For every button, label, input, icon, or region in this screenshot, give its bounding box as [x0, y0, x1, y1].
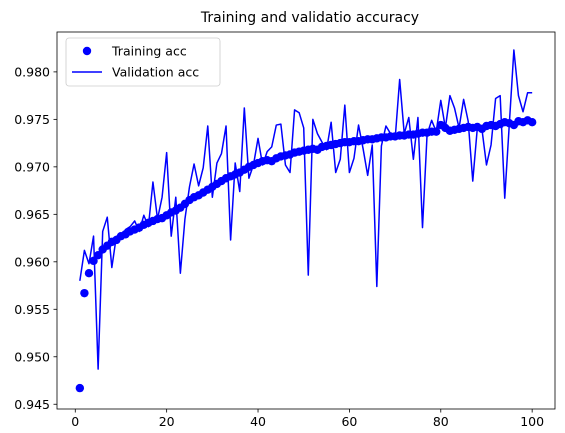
legend-label: Validation acc: [112, 65, 199, 80]
y-tick-label: 0.980: [14, 64, 50, 79]
data-point-training-acc: [89, 256, 98, 266]
y-tick-label: 0.975: [14, 112, 50, 127]
x-tick-label: 0: [71, 414, 79, 429]
y-tick-label: 0.950: [14, 349, 50, 364]
chart-title: Training and validatio accuracy: [200, 10, 419, 26]
x-tick-label: 80: [433, 414, 449, 429]
x-tick-label: 20: [159, 414, 175, 429]
legend: Training acc Validation acc: [65, 37, 221, 87]
legend-box: [65, 37, 221, 87]
axes: 0 20 40 60 80 100 0.945 0.950 0.955 0.960 0.965 0.9…: [14, 31, 556, 429]
x-tick-label: 40: [250, 414, 266, 429]
data-point-training-acc: [527, 118, 537, 127]
legend-marker-icon: [82, 46, 92, 56]
series-line-validation-acc: [79, 49, 533, 370]
data-point-training-acc: [84, 269, 94, 278]
y-tick-label: 0.965: [14, 207, 50, 222]
y-tick-label: 0.955: [14, 302, 50, 317]
y-tick-label: 0.970: [14, 159, 50, 174]
data-point-training-acc: [75, 383, 85, 393]
y-tick-label: 0.960: [14, 254, 50, 269]
data-point-training-acc: [93, 250, 103, 260]
plot-area: [75, 49, 537, 393]
axes-frame: [56, 31, 556, 410]
legend-label: Training acc: [111, 44, 187, 59]
data-point-training-acc: [80, 288, 89, 298]
y-tick-label: 0.945: [14, 397, 50, 412]
x-tick-label: 60: [341, 414, 357, 429]
x-tick-label: 100: [520, 414, 544, 429]
